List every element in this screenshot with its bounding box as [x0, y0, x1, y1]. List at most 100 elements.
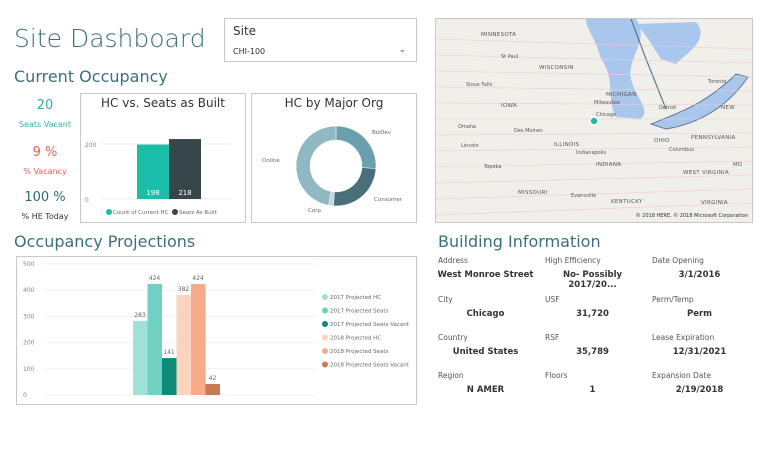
field-value: N AMER: [466, 385, 505, 395]
border-line: [630, 19, 667, 110]
hc-by-major-org-chart: HC by Major Org BizDev Consumer Corp Online: [251, 93, 417, 223]
legend-label: 2018 Projected Seats: [330, 349, 389, 355]
road: [436, 70, 752, 78]
legend-label: 2017 Projected Seats Vacant: [330, 322, 410, 328]
map-label: MICHIGAN: [606, 92, 637, 98]
donut-slice: [295, 125, 337, 206]
slice-label: Consumer: [374, 197, 403, 203]
field-value: 1: [589, 385, 596, 395]
map-label: MD: [733, 162, 743, 168]
slice-label: Corp: [308, 208, 321, 214]
field-label: Date Opening: [652, 256, 704, 265]
map-label: St Paul: [501, 54, 518, 60]
kpi-value: 9 %: [32, 145, 58, 160]
y-tick-label: 400: [23, 287, 35, 294]
legend-marker: [322, 307, 328, 314]
bar: [133, 320, 148, 395]
legend-label: Count of Current HC: [113, 210, 169, 216]
map-label: WISCONSIN: [539, 65, 574, 71]
kpi-label: % Vacancy: [23, 167, 67, 176]
bar: [191, 283, 206, 395]
field-value: 12/31/2021: [672, 347, 727, 357]
map-label: Chicago: [596, 112, 616, 118]
kpi-label: Seats Vacant: [18, 120, 71, 129]
map-label: INDIANA: [596, 162, 621, 168]
legend-marker: [106, 209, 112, 215]
current-occupancy-heading: Current Occupancy: [14, 67, 168, 86]
occupancy-projections-chart: 0 100 200 300 400 500 283 2017 Projected HC 424 2…: [16, 256, 417, 405]
map-label: VIRGINIA: [701, 200, 728, 206]
map-label: Columbus: [669, 147, 694, 153]
map-label: Lincoln: [461, 143, 479, 149]
road: [436, 160, 752, 168]
data-label: 424: [149, 275, 161, 282]
legend-marker: [322, 321, 328, 327]
y-tick-label: 300: [23, 313, 35, 320]
field-label: USF: [545, 295, 560, 304]
slice-label: Online: [262, 158, 280, 164]
hc-vs-seats-chart: HC vs. Seats as Built 0 200 198 Count of Cu…: [80, 93, 246, 223]
map-label: MINNESOTA: [481, 32, 516, 38]
slicer-value[interactable]: CHI-100: [233, 47, 266, 56]
legend-marker: [322, 361, 328, 368]
kpi-value: 20: [36, 98, 54, 113]
field-value: No- Possibly 2017/20...: [562, 270, 623, 290]
bar: [147, 283, 162, 395]
bar: [137, 144, 169, 199]
field-label: Country: [438, 333, 468, 342]
lake-huron: [636, 22, 701, 64]
bar: [205, 383, 220, 395]
field-label: Lease Expiration: [652, 333, 715, 342]
site-map[interactable]: MINNESOTA St Paul WISCONSIN Sioux Falls IOWA…: [435, 18, 753, 223]
kpi-value: 100 %: [24, 190, 66, 205]
legend-label: 2017 Projected Seats: [330, 309, 389, 315]
map-label: ILLINOIS: [554, 142, 580, 148]
field-value: 2/19/2018: [675, 385, 724, 395]
map-label: Sioux Falls: [466, 82, 493, 88]
map-label: PENNSYLVANIA: [691, 135, 736, 141]
y-tick-label: 500: [23, 261, 35, 268]
donut-slice: [335, 125, 377, 169]
road: [436, 86, 752, 92]
legend-label: 2017 Projected HC: [330, 295, 381, 301]
chevron-down-icon[interactable]: ⌄: [398, 45, 406, 55]
field-label: Address: [438, 256, 468, 265]
legend-marker: [172, 209, 178, 215]
page-title: Site Dashboard: [14, 24, 206, 53]
field-value: 35,789: [576, 347, 609, 357]
kpi-label: % HE Today: [21, 212, 69, 221]
field-label: Expansion Date: [652, 371, 711, 380]
map-label: NEW: [721, 105, 735, 111]
data-label: 283: [134, 312, 146, 319]
data-label: 141: [163, 349, 175, 356]
map-label: Topeka: [483, 164, 501, 170]
y-tick-label: 0: [23, 392, 27, 399]
map-label: Omaha: [458, 124, 476, 130]
field-value: Perm: [686, 309, 713, 319]
legend-marker: [322, 294, 328, 300]
data-label: 424: [192, 275, 204, 282]
y-tick-label: 0: [85, 197, 89, 204]
road: [436, 174, 752, 184]
road: [436, 38, 752, 50]
road: [436, 146, 752, 152]
building-info-heading: Building Information: [438, 232, 601, 251]
y-tick-label: 200: [23, 340, 35, 347]
legend-marker: [322, 348, 328, 354]
y-tick-label: 200: [85, 142, 97, 149]
data-label: 218: [178, 189, 191, 197]
field-label: RSF: [545, 333, 560, 342]
field-value: Chicago: [466, 309, 505, 319]
map-label: Milwaukee: [594, 100, 620, 106]
road: [436, 102, 752, 106]
site-slicer[interactable]: Site CHI-100 ⌄: [224, 18, 417, 62]
map-label: Des Moines: [514, 128, 543, 134]
chart-title: HC vs. Seats as Built: [101, 96, 225, 110]
road: [436, 54, 752, 64]
data-label: 42: [209, 375, 217, 382]
field-label: City: [438, 295, 453, 304]
road: [436, 188, 752, 200]
map-label: Detroit: [659, 105, 676, 111]
bar: [176, 294, 191, 395]
field-value: 31,720: [576, 309, 609, 319]
